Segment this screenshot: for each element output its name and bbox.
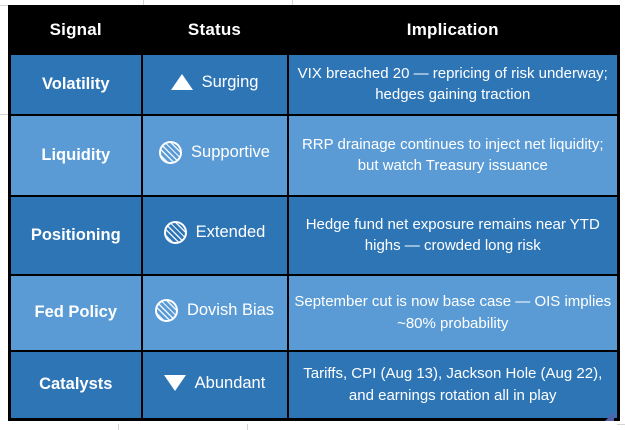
gridline (617, 424, 625, 425)
header-row: Signal Status Implication (8, 5, 620, 55)
signal-status-table: Signal Status Implication Volatility Sur… (8, 5, 620, 421)
signal-cell: Catalysts (8, 349, 143, 421)
gridline (118, 424, 119, 430)
implication-cell: RRP drainage continues to inject net liq… (286, 113, 620, 197)
gridline (0, 114, 8, 115)
signal-cell: Volatility (8, 52, 143, 116)
status-cell: Extended (140, 194, 289, 276)
status-cell: Supportive (140, 113, 289, 197)
signal-cell: Positioning (8, 194, 143, 276)
gridline (143, 0, 144, 5)
status-cell: Dovish Bias (140, 273, 289, 352)
gridline (247, 424, 248, 430)
table-row-fed-policy: Fed Policy Dovish Bias September cut is … (8, 273, 620, 352)
status-label: Abundant (194, 373, 266, 392)
implication-cell: Tariffs, CPI (Aug 13), Jackson Hole (Aug… (286, 349, 620, 421)
implication-cell: Hedge fund net exposure remains near YTD… (286, 194, 620, 276)
status-cell: Abundant (140, 349, 289, 421)
header-status: Status (140, 5, 289, 55)
hatched-circle-icon (163, 221, 187, 244)
status-label: Extended (195, 223, 266, 241)
signal-cell: Liquidity (8, 113, 143, 197)
status-label: Surging (201, 72, 259, 91)
table-row-catalysts: Catalysts Abundant Tariffs, CPI (Aug 13)… (8, 349, 620, 421)
status-label: Supportive (191, 143, 270, 161)
table-row-positioning: Positioning Extended Hedge fund net expo… (8, 194, 620, 276)
signal-cell: Fed Policy (8, 273, 143, 352)
selection-corner-handle (605, 412, 614, 421)
table-row-liquidity: Liquidity Supportive RRP drainage contin… (8, 113, 620, 197)
status-cell: Surging (140, 52, 289, 116)
header-implication: Implication (286, 5, 620, 55)
triangle-up-icon (170, 74, 193, 91)
table-row-volatility: Volatility Surging VIX breached 20 — rep… (8, 52, 620, 116)
hatched-circle-icon (154, 298, 178, 322)
status-label: Dovish Bias (186, 300, 275, 319)
implication-cell: September cut is now base case — OIS imp… (286, 273, 620, 352)
gridline (292, 0, 293, 5)
implication-cell: VIX breached 20 — repricing of risk unde… (286, 52, 620, 116)
header-signal: Signal (8, 5, 143, 55)
triangle-down-icon (163, 375, 186, 391)
gridline (0, 5, 8, 6)
hatched-circle-icon (159, 141, 183, 164)
